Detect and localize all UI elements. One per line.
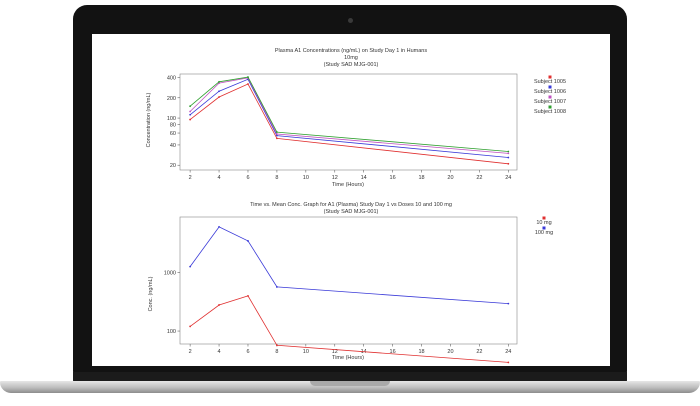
chart1-data-point xyxy=(507,156,510,159)
chart2-xtick-label: 6 xyxy=(246,349,249,355)
chart2-ytick-label: 100 xyxy=(167,329,176,335)
chart2-xtick-label: 10 xyxy=(303,349,309,355)
chart2-data-point xyxy=(247,295,249,297)
chart1-xtick-label: 22 xyxy=(476,175,482,181)
chart1-xtick-label: 2 xyxy=(189,175,192,181)
chart1-legend-label-3: Subject 1007 xyxy=(534,99,566,105)
laptop-screen: Plasma A1 Concentrations (ng/mL) on Stud… xyxy=(92,34,610,366)
chart1-data-point xyxy=(189,118,192,121)
chart1-data-point xyxy=(189,113,192,116)
chart1-xtick-label: 4 xyxy=(218,175,221,181)
chart2-title: Time vs. Mean Conc. Graph for A1 (Plasma… xyxy=(250,202,452,208)
chart1-data-point xyxy=(507,152,510,155)
chart1-xtick-label: 18 xyxy=(418,175,424,181)
chart2-xtick-label: 2 xyxy=(189,349,192,355)
chart2-xtick-label: 22 xyxy=(476,349,482,355)
chart1-series-line-2 xyxy=(189,78,509,158)
chart2-ytick-label: 1000 xyxy=(164,271,176,277)
chart1-xtick-label: 20 xyxy=(447,175,453,181)
chart1-ytick-label: 100 xyxy=(167,116,176,122)
chart1-ylabel: Concentration (ng/mL) xyxy=(146,92,152,147)
chart1-series-line-1 xyxy=(189,83,509,165)
chart1-legend-marker-3 xyxy=(548,95,552,99)
chart2-ylabel: Conc. (ng/mL) xyxy=(148,276,154,311)
chart2-legend-marker-1 xyxy=(542,216,546,220)
chart2-xtick-label: 20 xyxy=(447,349,453,355)
chart1-title: Plasma A1 Concentrations (ng/mL) on Stud… xyxy=(275,48,427,54)
chart2-xtick-label: 12 xyxy=(332,349,338,355)
chart1-subtitle-2: (Study SAD MJG-001) xyxy=(324,62,379,68)
chart2-data-point xyxy=(507,361,510,364)
chart2-data-point xyxy=(218,304,220,306)
chart2-data-point xyxy=(507,302,510,305)
chart2-plot-frame xyxy=(179,216,518,345)
chart1-data-point xyxy=(218,90,220,93)
chart2-legend-label-1: 10 mg xyxy=(536,220,551,226)
chart1-data-point xyxy=(507,162,510,165)
chart1-subtitle-1: 10mg xyxy=(344,55,358,61)
chart1-xtick-label: 12 xyxy=(332,175,338,181)
chart1-data-point xyxy=(247,83,249,85)
chart1-xtick-label: 10 xyxy=(303,175,309,181)
chart1-data-point xyxy=(276,134,278,137)
chart1-xtick-label: 16 xyxy=(390,175,396,181)
chart-subject-concentrations: Plasma A1 Concentrations (ng/mL) on Stud… xyxy=(146,48,566,188)
chart1-ytick-label: 60 xyxy=(170,131,176,137)
chart1-legend-label-4: Subject 1008 xyxy=(534,109,566,115)
chart2-xlabel: Time (Hours) xyxy=(332,355,364,361)
chart1-data-point xyxy=(189,110,192,113)
chart2-data-point xyxy=(218,225,220,228)
chart2-data-point xyxy=(189,325,192,328)
chart1-data-point xyxy=(276,131,278,133)
chart-mean-concentration: Time vs. Mean Conc. Graph for A1 (Plasma… xyxy=(148,202,553,364)
chart1-data-point xyxy=(189,105,192,108)
chart1-xtick-label: 24 xyxy=(505,175,511,181)
chart1-legend-label-1: Subject 1005 xyxy=(534,79,566,85)
chart2-legend-label-2: 100 mg xyxy=(535,230,553,236)
chart1-xtick-label: 6 xyxy=(246,175,249,181)
chart1-data-point xyxy=(276,133,278,135)
chart2-xtick-label: 24 xyxy=(505,349,511,355)
chart1-ytick-label: 400 xyxy=(167,75,176,81)
chart2-legend-marker-2 xyxy=(542,226,546,230)
chart1-xtick-label: 8 xyxy=(275,175,278,181)
chart1-xtick-label: 14 xyxy=(361,175,367,181)
laptop-notch xyxy=(310,381,390,386)
chart1-ytick-label: 40 xyxy=(170,143,176,149)
chart1-legend-label-2: Subject 1006 xyxy=(534,89,566,95)
chart2-xtick-label: 4 xyxy=(218,349,221,355)
chart1-data-point xyxy=(247,76,249,78)
chart2-data-point xyxy=(189,265,192,268)
chart1-data-point xyxy=(276,137,278,140)
chart2-data-point xyxy=(276,344,278,347)
chart2-xtick-label: 8 xyxy=(275,349,278,355)
chart1-xlabel: Time (Hours) xyxy=(332,182,364,188)
chart1-plot-frame xyxy=(179,73,518,171)
webcam xyxy=(348,18,353,23)
chart2-xtick-label: 16 xyxy=(390,349,396,355)
chart2-xtick-label: 18 xyxy=(418,349,424,355)
chart1-data-point xyxy=(218,80,220,83)
chart1-legend-marker-1 xyxy=(548,75,552,79)
chart2-data-point xyxy=(276,286,278,288)
chart1-data-point xyxy=(507,150,510,153)
chart1-ytick-label: 80 xyxy=(170,123,176,129)
chart1-ytick-label: 20 xyxy=(170,163,176,169)
chart1-data-point xyxy=(218,96,220,98)
chart2-data-point xyxy=(247,240,249,242)
chart2-series-line-1 xyxy=(189,295,509,363)
chart1-legend-marker-4 xyxy=(548,105,552,109)
chart2-subtitle-1: (Study SAD MJG-001) xyxy=(324,209,379,215)
chart1-ytick-label: 200 xyxy=(167,96,176,102)
chart1-legend-marker-2 xyxy=(548,85,552,89)
laptop-base xyxy=(0,381,700,393)
chart2-series-line-2 xyxy=(189,226,509,304)
